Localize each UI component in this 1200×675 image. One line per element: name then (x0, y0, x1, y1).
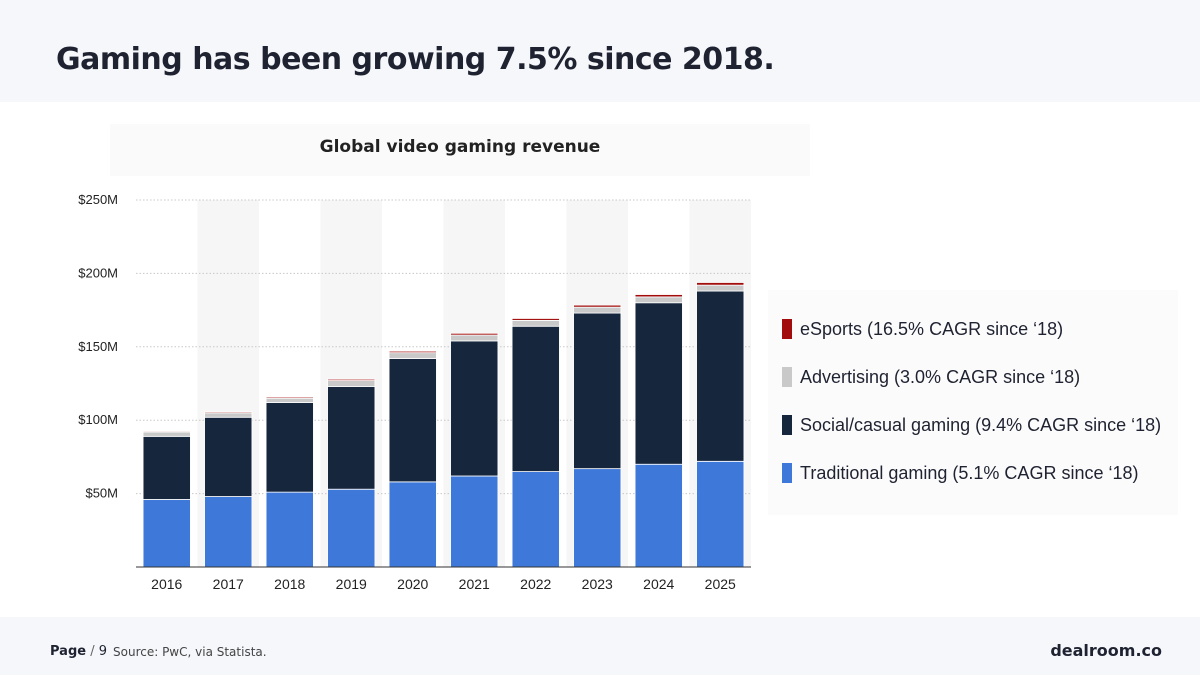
bar-segment-esports-2020 (388, 350, 437, 354)
x-tick-label: 2019 (336, 576, 367, 592)
x-tick-label: 2020 (397, 576, 428, 592)
bar-segment-social-casual-gaming-2024 (634, 302, 683, 465)
x-tick-label: 2023 (582, 576, 613, 592)
bar-segment-advertising-2022 (511, 319, 560, 327)
x-tick-label: 2024 (643, 576, 674, 592)
legend (768, 290, 1178, 515)
legend-label-traditional: Traditional gaming (5.1% CAGR since ‘18) (800, 462, 1139, 483)
bar-segment-advertising-2021 (450, 334, 499, 342)
bar-segment-advertising-2025 (696, 284, 745, 292)
source-note: Source: PwC, via Statista. (113, 645, 267, 659)
bar-segment-advertising-2019 (327, 380, 376, 387)
page-label: Page (50, 644, 87, 659)
bar-segment-traditional-gaming-2020 (388, 481, 437, 568)
legend-item-esports: eSports (16.5% CAGR since ‘18) (782, 317, 1063, 341)
bar-segment-esports-2023 (573, 304, 622, 308)
bar-segment-esports-2017 (204, 411, 253, 414)
y-tick-label: $200M (78, 265, 118, 280)
bar-segment-social-casual-gaming-2023 (573, 312, 622, 470)
bar-segment-social-casual-gaming-2020 (388, 358, 437, 483)
bar-segment-esports-2018 (265, 396, 314, 399)
x-tick-label: 2018 (274, 576, 305, 592)
bar-segment-advertising-2024 (634, 296, 683, 304)
bar-segment-traditional-gaming-2024 (634, 463, 683, 568)
bar-segment-traditional-gaming-2021 (450, 475, 499, 568)
x-tick-label: 2016 (151, 576, 182, 592)
legend-label-advertising: Advertising (3.0% CAGR since ‘18) (800, 366, 1081, 387)
bar-segment-esports-2021 (450, 332, 499, 336)
x-tick-label: 2022 (520, 576, 551, 592)
bar-segment-advertising-2017 (204, 412, 253, 418)
legend-label-social: Social/casual gaming (9.4% CAGR since ‘1… (800, 414, 1162, 435)
chart-title-band (110, 124, 810, 176)
legend-item-social: Social/casual gaming (9.4% CAGR since ‘1… (782, 413, 1161, 437)
bar-segment-advertising-2016 (142, 431, 191, 437)
header-band: Gaming has been growing 7.5% since 2018. (0, 0, 1200, 102)
bar-segment-social-casual-gaming-2016 (142, 435, 191, 500)
bar-segment-esports-2019 (327, 378, 376, 381)
y-tick-label: $150M (78, 339, 118, 354)
legend-item-advertising: Advertising (3.0% CAGR since ‘18) (782, 365, 1080, 389)
bar-segment-advertising-2018 (265, 397, 314, 403)
x-tick-label: 2025 (705, 576, 736, 592)
y-tick-label: $100M (78, 412, 118, 427)
bar-segment-esports-2025 (696, 282, 745, 286)
legend-swatch-social (782, 415, 792, 435)
bar-segment-traditional-gaming-2025 (696, 460, 745, 568)
y-tick-label: $50M (85, 486, 118, 501)
brand-logo-text: dealroom.co (1050, 641, 1162, 660)
bar-segment-social-casual-gaming-2018 (265, 402, 314, 493)
legend-swatch-advertising (782, 367, 792, 387)
bar-segment-traditional-gaming-2016 (142, 499, 191, 568)
page-number: 9 (98, 644, 108, 659)
bar-segment-esports-2022 (511, 318, 560, 321)
bar-segment-traditional-gaming-2022 (511, 471, 560, 568)
y-tick-label: $250M (78, 192, 118, 207)
legend-item-traditional: Traditional gaming (5.1% CAGR since ‘18) (782, 461, 1138, 485)
bar-segment-social-casual-gaming-2019 (327, 386, 376, 490)
legend-label-esports: eSports (16.5% CAGR since ‘18) (800, 318, 1064, 339)
x-tick-label: 2021 (459, 576, 490, 592)
chart-title: Global video gaming revenue (319, 137, 601, 157)
page-title: Gaming has been growing 7.5% since 2018. (56, 42, 775, 77)
bar-segment-advertising-2023 (573, 306, 622, 314)
bar-segment-social-casual-gaming-2017 (204, 416, 253, 497)
bar-segment-esports-2016 (142, 430, 191, 433)
bar-segment-social-casual-gaming-2025 (696, 290, 745, 462)
bar-segment-traditional-gaming-2019 (327, 488, 376, 568)
x-tick-label: 2017 (213, 576, 244, 592)
bar-segment-advertising-2020 (388, 352, 437, 359)
legend-swatch-traditional (782, 463, 792, 483)
page-indicator: Page / 9 (50, 644, 107, 659)
bar-segment-traditional-gaming-2023 (573, 468, 622, 568)
bar-segment-esports-2024 (634, 294, 683, 298)
bar-segment-traditional-gaming-2017 (204, 496, 253, 568)
bar-segment-social-casual-gaming-2021 (450, 340, 499, 477)
legend-swatch-esports (782, 319, 792, 339)
bar-segment-social-casual-gaming-2022 (511, 325, 560, 472)
footer-band (0, 617, 1200, 675)
bar-segment-traditional-gaming-2018 (265, 491, 314, 568)
page-separator: / (90, 644, 95, 659)
